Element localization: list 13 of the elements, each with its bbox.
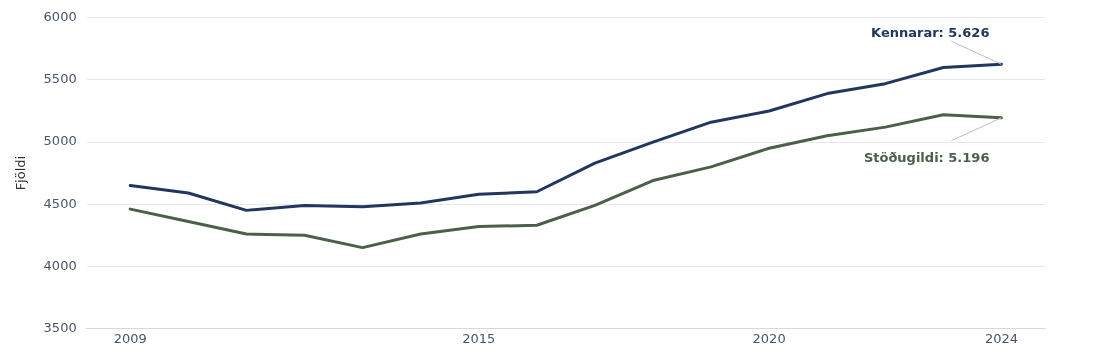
y-tick-label: 5500 [43, 71, 77, 87]
y-tick-label: 3500 [43, 319, 77, 335]
y-axis-title: Fjöldi [13, 155, 29, 191]
annotation: Kennarar: 5.626 [871, 24, 990, 40]
x-tick-label: 2020 [752, 330, 786, 346]
x-tick-label: 2024 [984, 330, 1018, 346]
annotation: Stöðugildi: 5.196 [863, 150, 990, 166]
x-tick-label: 2015 [462, 330, 496, 346]
y-tick-label: 4000 [43, 257, 77, 273]
x-tick-label: 2009 [113, 330, 147, 346]
y-tick-label: 6000 [43, 9, 77, 25]
y-tick-label: 4500 [43, 195, 77, 211]
y-tick-label: 5000 [43, 133, 77, 149]
